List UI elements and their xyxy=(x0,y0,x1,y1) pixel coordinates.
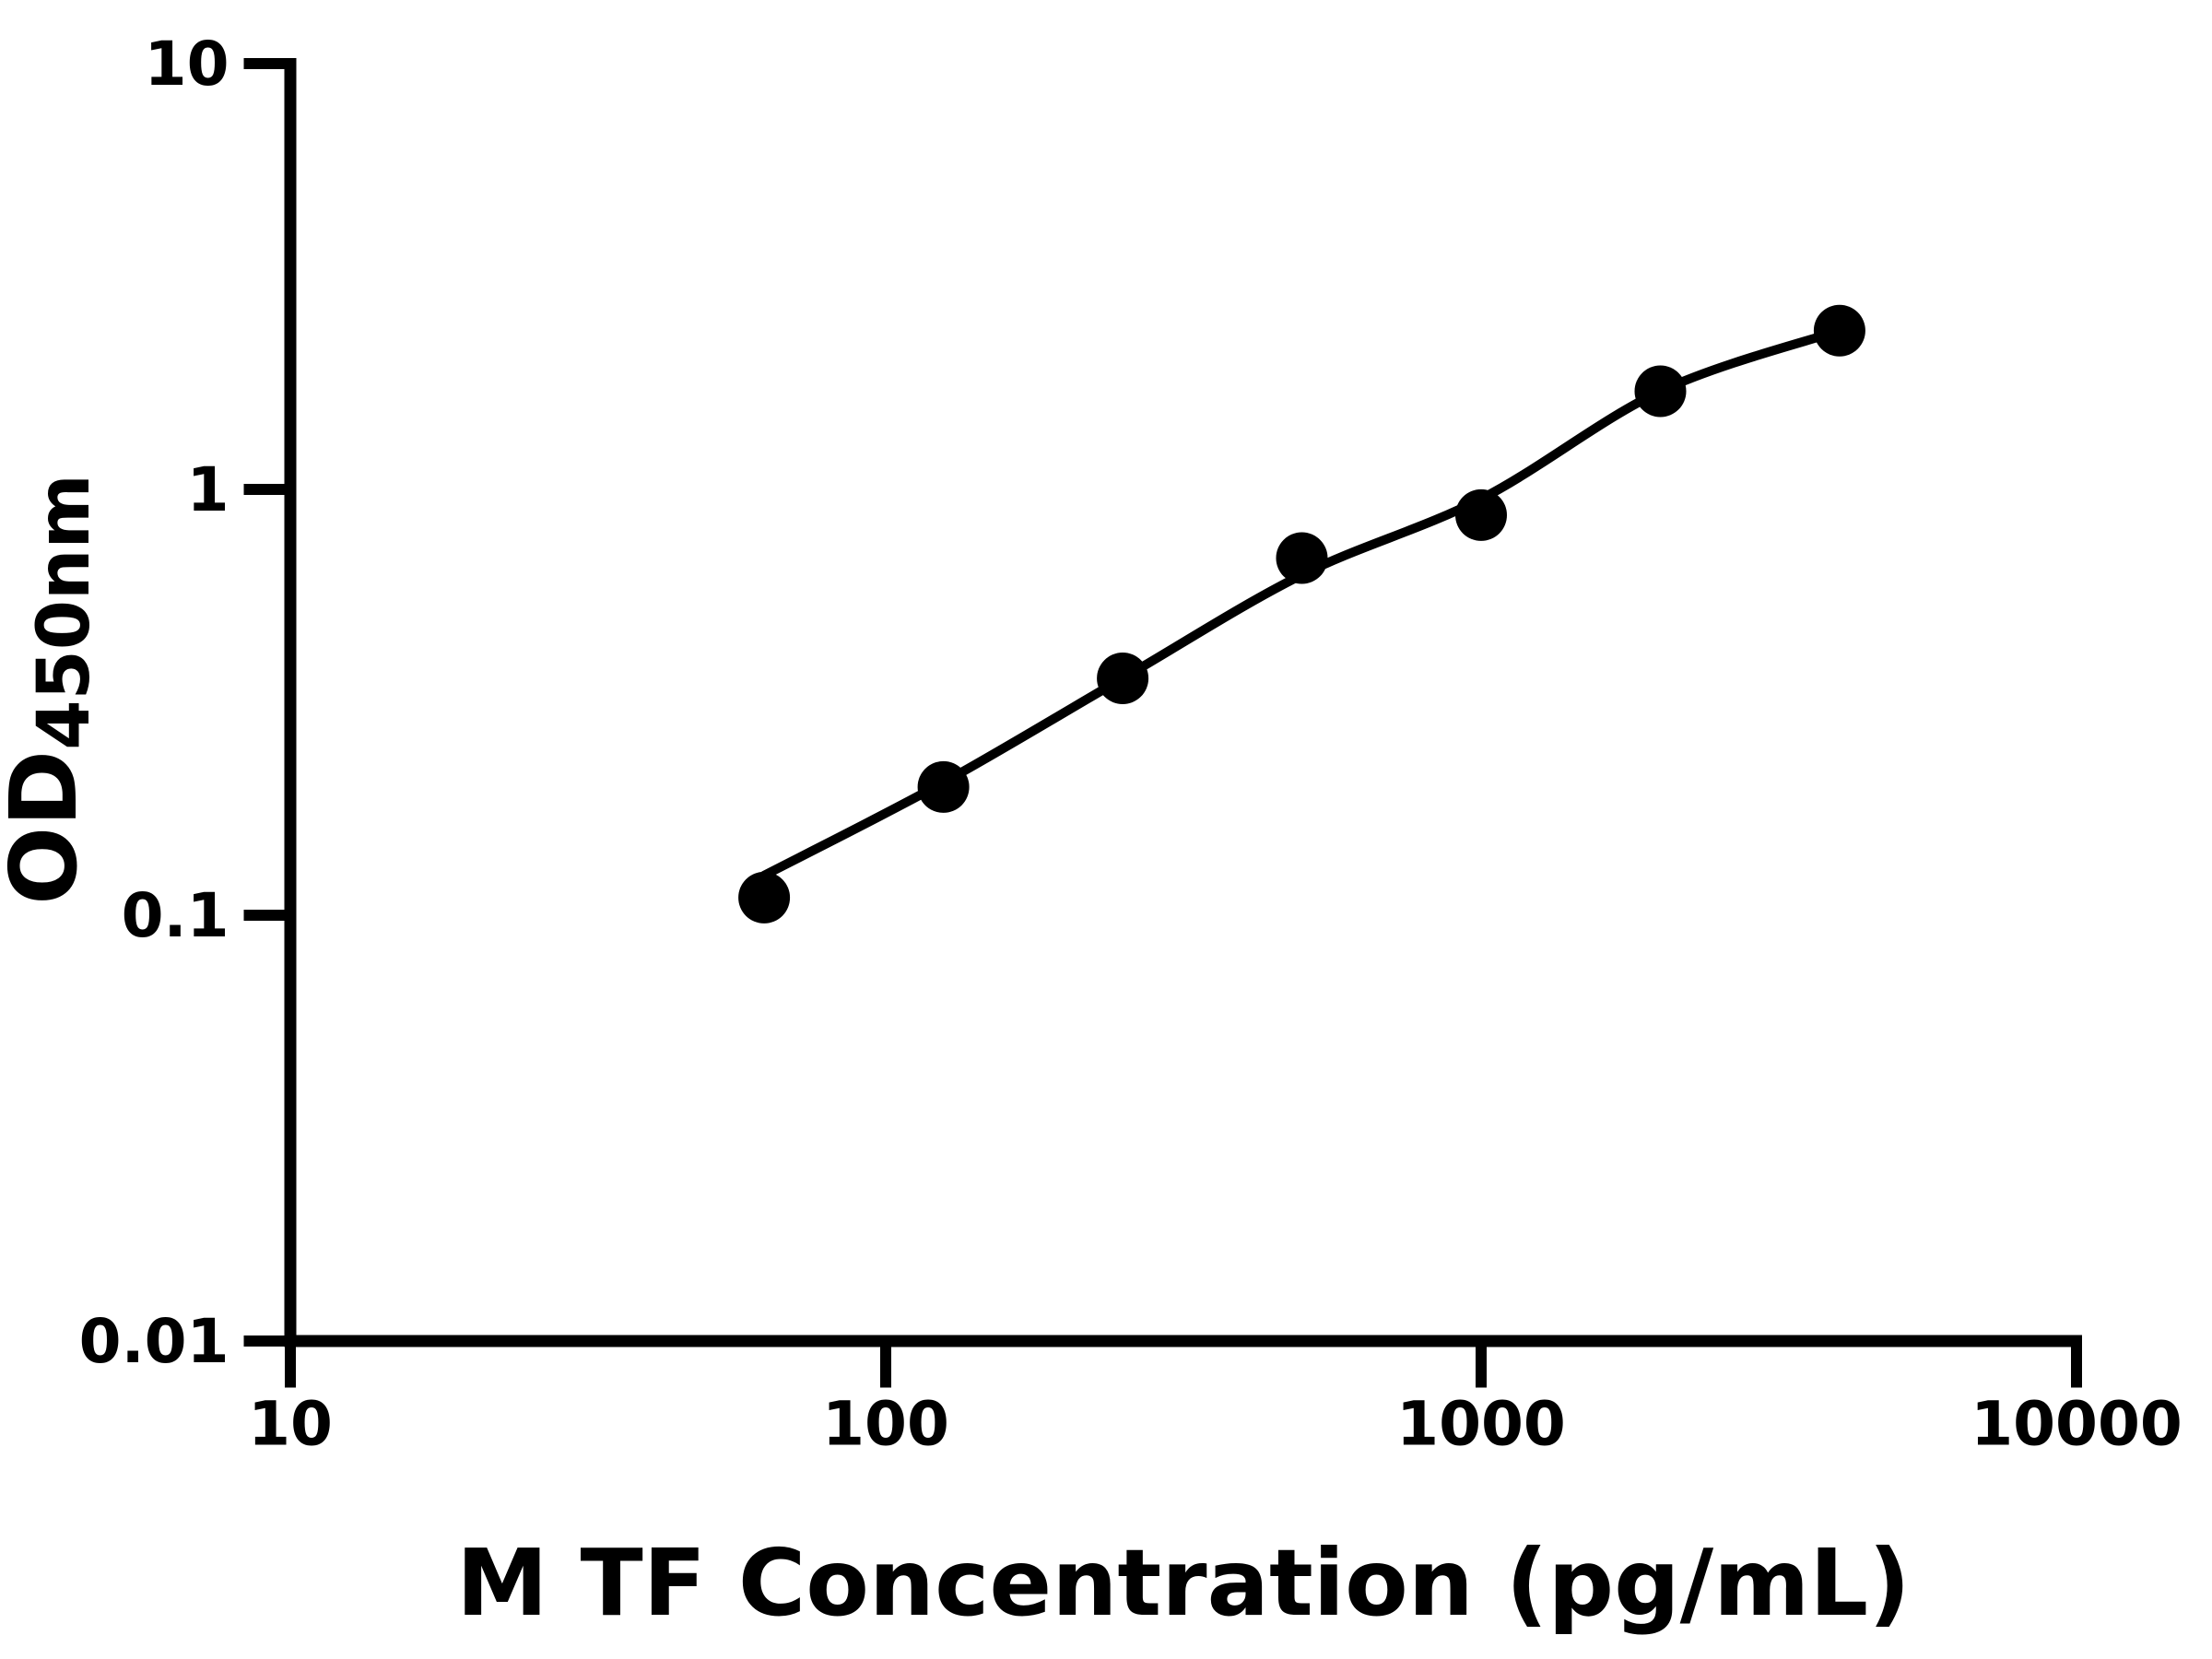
y-tick-label: 0.01 xyxy=(79,1306,229,1377)
data-point xyxy=(1276,532,1328,584)
x-tick-label: 100 xyxy=(822,1389,949,1460)
data-point xyxy=(917,760,970,813)
data-point xyxy=(1097,653,1149,704)
y-tick-label: 1 xyxy=(187,454,229,525)
y-axis-title: OD450nm xyxy=(0,474,106,905)
data-point xyxy=(1813,304,1865,357)
data-point xyxy=(1634,365,1687,418)
x-axis-title: M TF Concentration (pg/mL) xyxy=(456,1529,1911,1637)
x-tick-label: 10000 xyxy=(1971,1389,2183,1460)
x-tick-label: 10 xyxy=(248,1389,333,1460)
data-point xyxy=(1455,488,1507,541)
y-axis-title-main: OD xyxy=(0,750,98,905)
y-tick-label: 0.1 xyxy=(122,880,229,951)
y-axis-title-sub: 450nm xyxy=(23,474,106,750)
x-tick-label: 1000 xyxy=(1396,1389,1566,1460)
y-tick-label: 10 xyxy=(145,29,229,100)
data-point xyxy=(738,871,791,924)
plot-area: 10 100 1000 10000 0.01 0.1 1 10 xyxy=(79,29,2183,1460)
